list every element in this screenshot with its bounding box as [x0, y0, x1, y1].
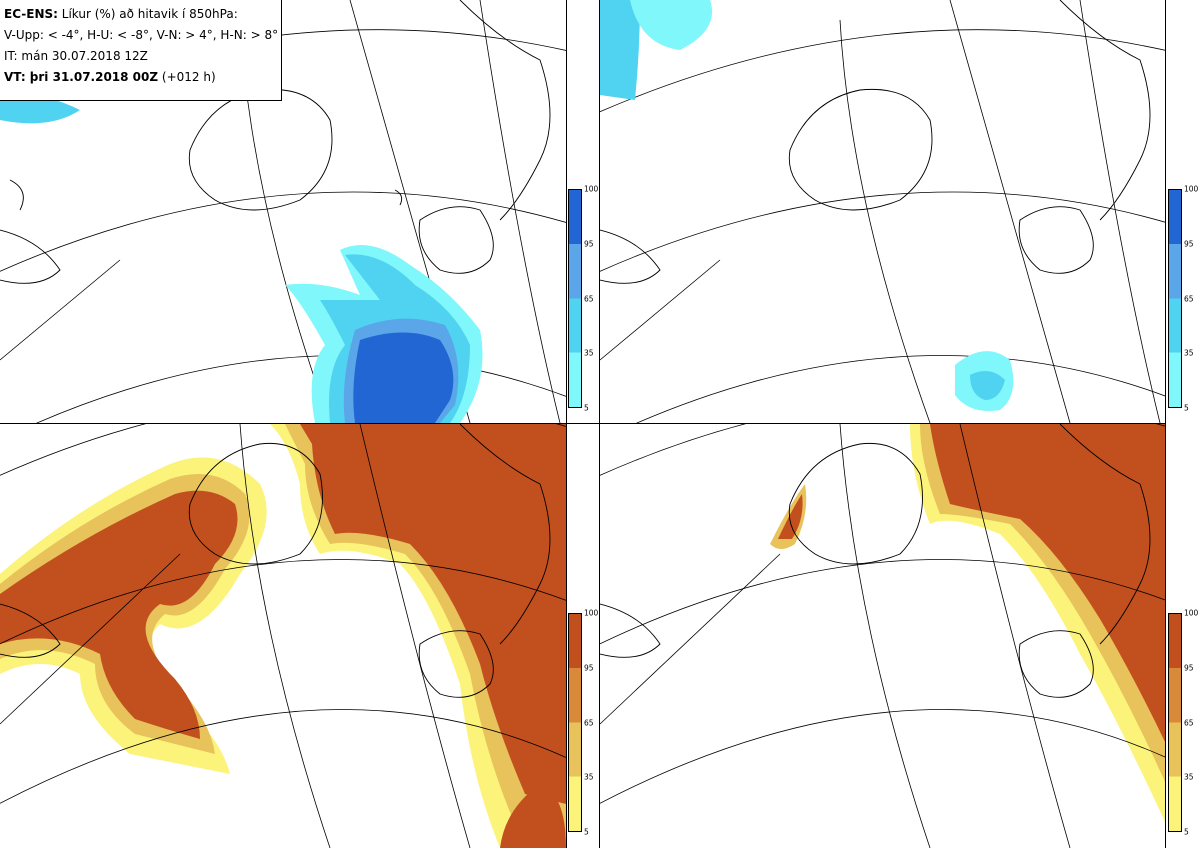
coastlines — [0, 424, 551, 698]
tick-label: 100 — [584, 184, 599, 194]
tick-label: 5 — [1184, 827, 1189, 837]
tick-label: 35 — [1184, 348, 1194, 358]
panel-lower-right — [600, 424, 1166, 848]
colorbar-cold-right — [1168, 189, 1182, 408]
colorbar-warm-left — [568, 613, 582, 832]
tick-label: 35 — [584, 348, 594, 358]
info-line-init: IT: mán 30.07.2018 12Z — [4, 49, 148, 63]
coastlines — [600, 424, 1151, 698]
lead-time: (+012 h) — [158, 70, 216, 84]
probability-field — [600, 0, 1014, 411]
map-lower-right — [600, 424, 1166, 848]
panel-upper-left — [0, 0, 566, 423]
map-upper-right — [600, 0, 1166, 423]
info-line-title: EC-ENS: Líkur (%) að hitavik í 850hPa: — [4, 4, 281, 25]
model-name: EC-ENS: — [4, 7, 58, 21]
map-upper-left — [0, 0, 566, 423]
tick-label: 95 — [1184, 663, 1194, 673]
tick-label: 5 — [584, 827, 589, 837]
probability-field — [770, 424, 1166, 824]
field-description: Líkur (%) að hitavik í 850hPa: — [57, 7, 238, 21]
probability-field — [0, 94, 483, 423]
panel-divider-horizontal — [0, 423, 1166, 424]
graticule — [600, 424, 1166, 848]
coastlines — [600, 0, 1151, 284]
panel-border-right — [1165, 0, 1166, 848]
panel-divider-vertical-right — [599, 0, 600, 848]
tick-label: 65 — [584, 718, 594, 727]
tick-label: 95 — [584, 239, 594, 249]
panel-divider-vertical-left — [566, 0, 567, 848]
tick-label: 100 — [584, 608, 599, 618]
tick-label: 35 — [1184, 772, 1194, 782]
tick-label: 5 — [584, 403, 589, 413]
tick-label: 95 — [584, 663, 594, 673]
graticule — [600, 0, 1166, 423]
tick-label: 100 — [1184, 608, 1199, 618]
colorbar-warm-right — [1168, 613, 1182, 832]
map-lower-left — [0, 424, 566, 848]
info-line-valid: VT: þri 31.07.2018 00Z (+012 h) — [4, 67, 281, 88]
tick-label: 65 — [584, 294, 594, 303]
info-line-thresholds: V-Upp: < -4°, H-U: < -8°, V-N: > 4°, H-N… — [4, 28, 279, 42]
panel-lower-left — [0, 424, 566, 848]
graticule — [0, 424, 566, 848]
info-box: EC-ENS: Líkur (%) að hitavik í 850hPa: V… — [0, 0, 282, 101]
probability-field — [0, 424, 566, 848]
colorbar-cold-left — [568, 189, 582, 408]
tick-label: 100 — [1184, 184, 1199, 194]
tick-label: 65 — [1184, 294, 1194, 303]
tick-label: 65 — [1184, 718, 1194, 727]
tick-label: 35 — [584, 772, 594, 782]
tick-label: 5 — [1184, 403, 1189, 413]
tick-label: 95 — [1184, 239, 1194, 249]
panel-upper-right — [600, 0, 1166, 423]
valid-time: VT: þri 31.07.2018 00Z — [4, 70, 159, 84]
